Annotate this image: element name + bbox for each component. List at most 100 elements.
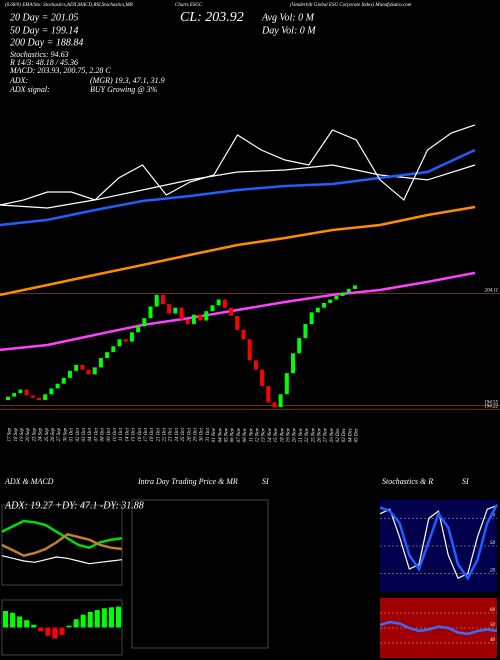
x-tick-label: 29 Oct [194,427,199,441]
ma20-text: 20 Day = 201.05 [10,12,78,23]
stoch-text: Stochastics: 94.63 [10,50,69,59]
candle [328,299,333,304]
candle [309,312,314,325]
candle [297,338,302,354]
close-text: CL: 203.92 [180,10,244,25]
x-tick-label: 24 Oct [175,427,180,441]
x-tick-label: 30 Sep [63,428,68,442]
candle [24,389,29,396]
x-tick-label: 02 Oct [76,427,81,441]
candle [179,307,184,320]
x-tick-label: 02 Dec [336,427,341,442]
x-tick-label: 14 Nov [268,427,273,442]
candle [210,305,215,312]
ma50-text: 50 Day = 199.14 [10,25,78,36]
x-tick-label: 23 Oct [169,427,174,441]
x-tick-label: 19 Nov [286,427,291,442]
panel-label: SI [462,477,469,486]
candle [222,299,227,308]
candle [340,292,345,296]
histogram-bar [94,610,100,628]
candle [216,299,221,306]
x-tick-label: 12 Nov [255,427,260,442]
line-series [0,124,476,206]
adx-signal-label: ADX signal: [9,85,50,94]
x-tick-label: 11 Oct [119,427,124,441]
candle [92,367,97,375]
y-tick-label: 50 [490,541,496,546]
x-tick-label: 20 Sep [26,428,31,442]
candle [272,402,277,408]
panel-label: ADX: 19.27 +DY: 47.1 -DY: 31.88 [4,500,144,511]
line-series [0,148,476,227]
x-tick-label: 01 Nov [212,427,217,442]
candle [111,346,116,353]
x-tick-label: 05 Dec [355,427,360,442]
x-tick-label: 01 Oct [70,427,75,441]
histogram-bar [17,616,23,628]
candle [129,332,134,342]
intraday-title: Intra Day Trading Price & MR [137,477,238,486]
x-tick-label: 29 Nov [330,427,335,442]
x-tick-label: 07 Nov [237,427,242,442]
x-tick-label: 30 Oct [200,427,205,441]
line-series [1,555,123,565]
candle [191,314,196,325]
candle [334,295,339,300]
panel-title: Stochastics & R [382,477,433,486]
candle [185,319,190,325]
x-tick-label: 03 Dec [342,427,347,442]
x-tick-label: 03 Oct [82,427,87,441]
candle [123,339,128,342]
ma200-text: 200 Day = 188.84 [10,37,83,48]
x-tick-label: 09 Oct [107,427,112,441]
adx-signal: BUY Growing @ 3% [90,85,158,94]
x-tick-label: 31 Oct [206,427,211,441]
x-tick-label: 10 Oct [113,427,118,441]
histogram-bar [101,608,107,628]
x-tick-label: 27 Sep [57,428,62,442]
panel-frame [1,599,123,656]
adx-text: ADX: [9,76,29,85]
intraday-panel [131,499,269,649]
x-tick-label: 11 Nov [249,427,254,442]
histogram-bar [108,607,114,628]
x-tick-label: 07 Oct [94,427,99,441]
y-tick-label: 40 [490,638,496,643]
histogram-bar [80,614,86,628]
candle [80,365,85,370]
histogram-bar [24,620,30,628]
x-tick-label: 20 Nov [293,427,298,442]
x-tick-label: 26 Sep [51,428,56,442]
histogram-bar [52,627,58,639]
x-tick-label: 19 Sep [20,428,25,442]
candle [98,357,103,368]
histogram-bar [38,627,44,632]
x-tick-label: 18 Nov [280,427,285,442]
candle [86,369,91,375]
candle [55,383,60,389]
y-tick-label: 80 [490,514,496,519]
candle [142,318,147,327]
candle [315,307,320,313]
candle [36,397,41,401]
candle [353,285,357,289]
top-right-text: (Vanderbilt Global ESG Corporate Index) … [290,3,412,8]
histogram-bar [73,619,79,628]
candle [260,369,265,387]
histogram-bar [10,612,16,628]
candle [12,393,17,397]
x-tick-label: 14 Oct [125,427,130,441]
x-tick-label: 16 Oct [138,427,143,441]
top-mid-text: Charts ESGC [175,3,203,8]
line-series [379,620,498,636]
candle [303,324,308,339]
x-tick-label: 25 Nov [311,427,316,442]
line-series [1,519,123,550]
x-tick-label: 23 Sep [32,428,37,442]
histogram-bar [59,627,65,635]
line-series [379,504,498,580]
candle [291,353,296,374]
